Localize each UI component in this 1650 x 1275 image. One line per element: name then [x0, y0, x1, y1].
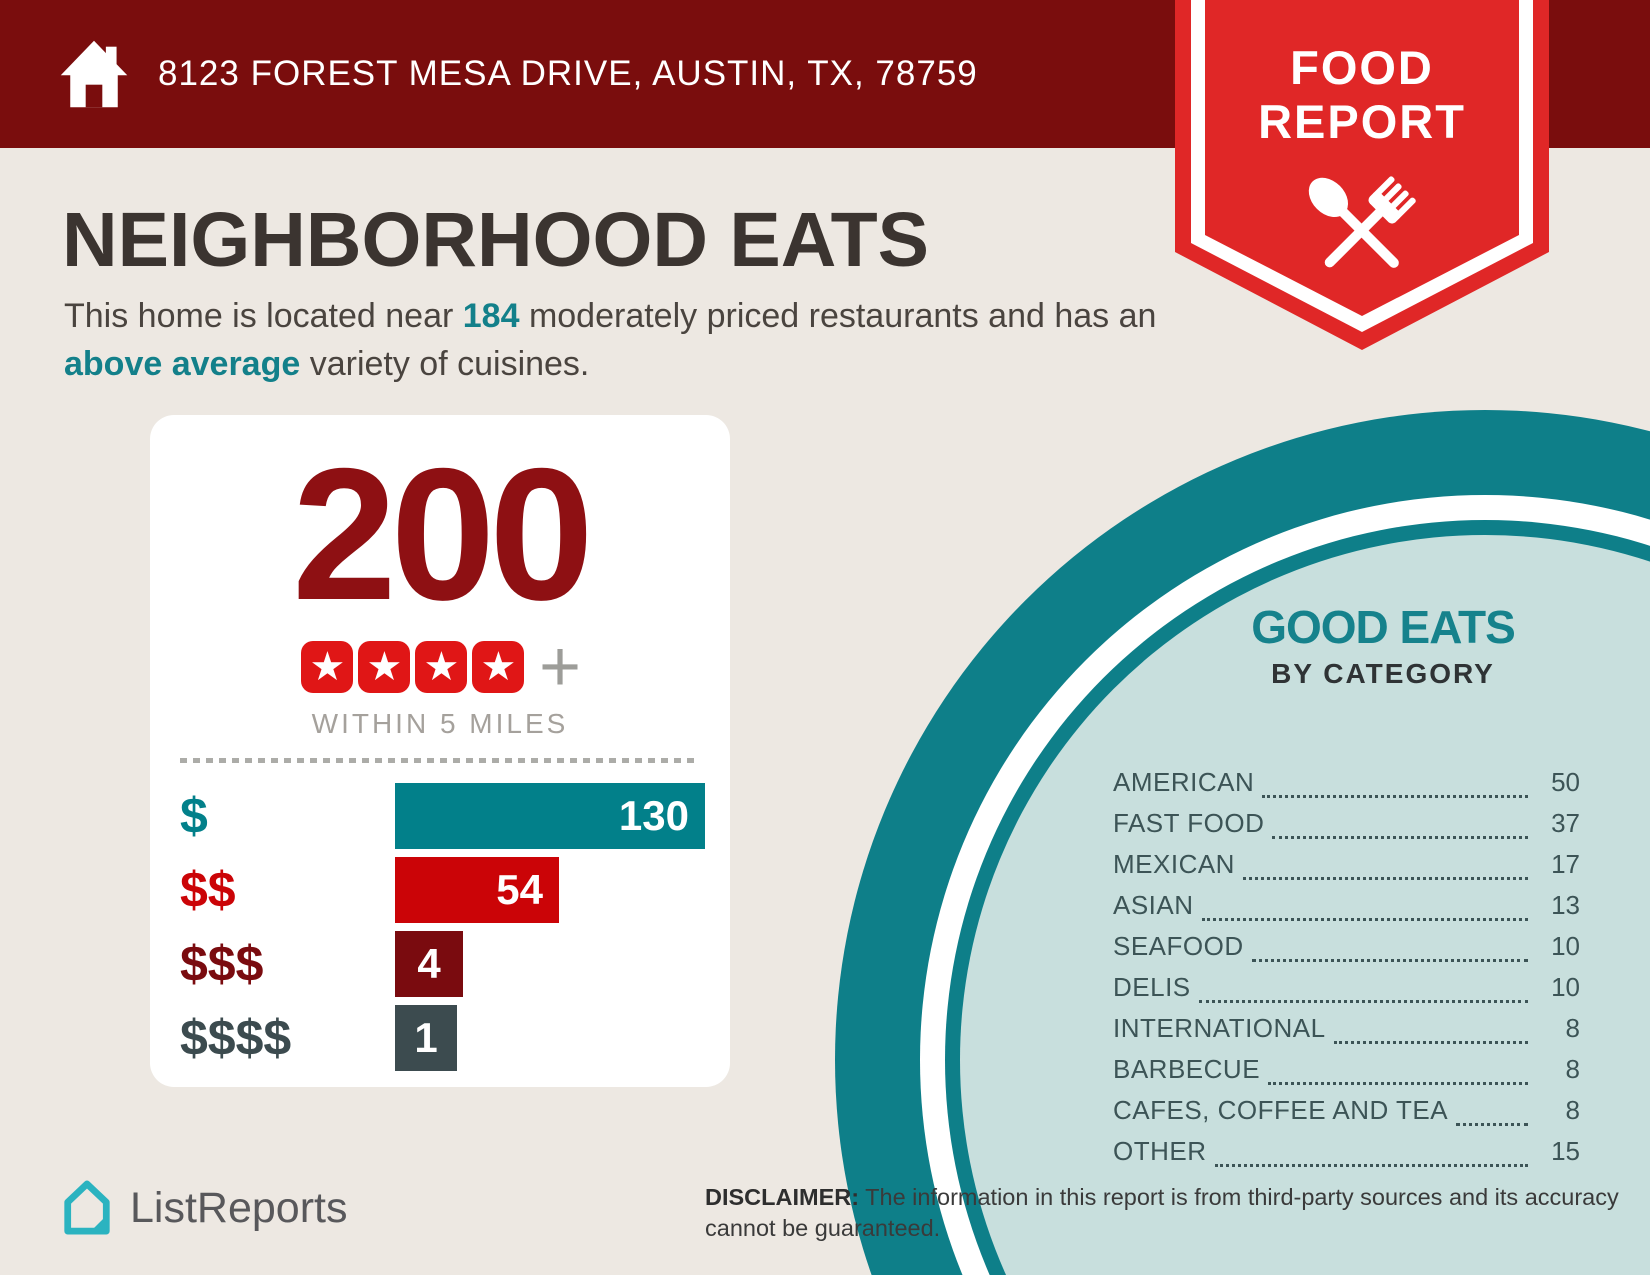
star-icon: ★ — [415, 640, 468, 693]
category-label: CAFES, COFFEE AND TEA — [1113, 1095, 1449, 1125]
star-icon: ★ — [358, 640, 411, 693]
dashed-divider — [180, 757, 700, 763]
dotted-leader — [1268, 1049, 1528, 1085]
category-label: DELIS — [1113, 972, 1191, 1002]
rating-stars: ★ ★ ★ ★ + — [150, 626, 730, 707]
page-title: NEIGHBORHOOD EATS — [62, 197, 930, 283]
category-row: ASIAN 13 — [1113, 885, 1580, 926]
category-label: BARBECUE — [1113, 1054, 1261, 1084]
intro-text-pre: This home is located near — [64, 297, 463, 335]
disclaimer: DISCLAIMER: The information in this repo… — [705, 1182, 1650, 1244]
radius-caption: WITHIN 5 MILES — [311, 707, 569, 739]
price-level-label: $$ — [180, 861, 236, 918]
category-label: OTHER — [1113, 1136, 1207, 1166]
price-bar: 130 — [395, 782, 705, 849]
good-eats-subtitle: BY CATEGORY — [1271, 658, 1495, 689]
star-glyph: ★ — [480, 644, 517, 689]
total-restaurant-count: 200 — [292, 429, 594, 639]
price-level-label: $ — [180, 787, 208, 844]
dotted-leader — [1262, 762, 1528, 798]
category-list: AMERICAN 50 FAST FOOD 37 MEXICAN 17 ASIAN 13 SEA… — [1113, 762, 1580, 1172]
price-bar-row: $$$$ 1 — [180, 1004, 730, 1071]
dotted-leader — [1214, 1131, 1528, 1167]
category-count: 17 — [1551, 849, 1580, 879]
restaurant-summary-card: 200 ★ ★ ★ ★ + WITHIN 5 MILES $130 $$ 54 $$$ 4 $$$… — [150, 415, 730, 1087]
star-glyph: ★ — [423, 644, 460, 689]
category-count: 13 — [1551, 890, 1580, 920]
category-label: ASIAN — [1113, 890, 1194, 920]
plus-sign: + — [538, 626, 582, 707]
property-address: 8123 FOREST MESA DRIVE, AUSTIN, TX, 7875… — [158, 54, 978, 93]
variety-highlight: above average — [64, 345, 301, 384]
home-icon — [60, 40, 128, 108]
price-bar-value: 4 — [417, 939, 441, 987]
category-label: FAST FOOD — [1113, 808, 1265, 838]
category-count: 10 — [1551, 931, 1580, 961]
category-count: 37 — [1551, 808, 1580, 838]
intro-text-mid: moderately priced restaurants and has an — [519, 297, 1157, 335]
category-label: INTERNATIONAL — [1113, 1013, 1326, 1043]
price-bar: 4 — [395, 930, 463, 997]
food-report-ribbon: FOOD REPORT — [1175, 0, 1549, 350]
star-glyph: ★ — [309, 644, 346, 689]
category-row: MEXICAN 17 — [1113, 844, 1580, 885]
listreports-logo-icon — [64, 1180, 110, 1235]
category-row: INTERNATIONAL 8 — [1113, 1008, 1580, 1049]
category-count: 50 — [1551, 767, 1580, 797]
category-label: AMERICAN — [1113, 767, 1255, 797]
category-count: 8 — [1565, 1095, 1580, 1125]
dotted-leader — [1272, 803, 1528, 839]
star-icon: ★ — [472, 640, 525, 693]
category-row: OTHER 15 — [1113, 1131, 1580, 1172]
ribbon-shape — [1175, 0, 1549, 350]
star-glyph: ★ — [366, 644, 403, 689]
listreports-logo-text: ListReports — [130, 1183, 348, 1232]
price-level-label: $$$$ — [180, 1009, 292, 1066]
category-label: SEAFOOD — [1113, 931, 1244, 961]
category-count: 8 — [1565, 1013, 1580, 1043]
category-row: FAST FOOD 37 — [1113, 803, 1580, 844]
category-count: 15 — [1551, 1136, 1580, 1166]
category-label: MEXICAN — [1113, 849, 1235, 879]
ribbon-title-line1: FOOD — [1290, 41, 1434, 94]
listreports-brand: ListReports — [60, 1178, 347, 1238]
category-row: CAFES, COFFEE AND TEA 8 — [1113, 1090, 1580, 1131]
price-bar: 54 — [395, 856, 559, 923]
price-bar-row: $130 — [180, 782, 730, 849]
price-level-label: $$$ — [180, 935, 264, 992]
intro-text-post: variety of cuisines. — [300, 345, 590, 384]
dotted-leader — [1242, 844, 1528, 880]
dotted-leader — [1251, 926, 1528, 962]
dotted-leader — [1198, 967, 1528, 1003]
price-bars: $130 $$ 54 $$$ 4 $$$$ 1 — [150, 782, 730, 1071]
category-row: SEAFOOD 10 — [1113, 926, 1580, 967]
dotted-leader — [1201, 885, 1528, 921]
category-row: AMERICAN 50 — [1113, 762, 1580, 803]
disclaimer-label: DISCLAIMER: — [705, 1184, 860, 1210]
good-eats-header: GOOD EATS BY CATEGORY — [1133, 600, 1633, 690]
star-icon: ★ — [301, 640, 354, 693]
price-bar-value: 1 — [414, 1013, 438, 1061]
price-bar-row: $$$ 4 — [180, 930, 730, 997]
restaurant-count: 184 — [462, 297, 520, 335]
good-eats-title: GOOD EATS — [1251, 601, 1516, 653]
category-count: 8 — [1565, 1054, 1580, 1084]
price-bar-value: 130 — [618, 791, 689, 839]
price-bar: 1 — [395, 1004, 457, 1071]
disclaimer-text: The information in this report is from t… — [705, 1184, 1619, 1242]
dotted-leader — [1333, 1008, 1528, 1044]
intro-paragraph: This home is located near 184 moderately… — [64, 292, 1169, 389]
ribbon-title-line2: REPORT — [1258, 95, 1466, 148]
price-bar-value: 54 — [496, 865, 543, 913]
category-count: 10 — [1551, 972, 1580, 1002]
category-row: DELIS 10 — [1113, 967, 1580, 1008]
spoon-fork-icon — [1308, 176, 1416, 268]
category-row: BARBECUE 8 — [1113, 1049, 1580, 1090]
dotted-leader — [1456, 1090, 1528, 1126]
price-bar-row: $$ 54 — [180, 856, 730, 923]
